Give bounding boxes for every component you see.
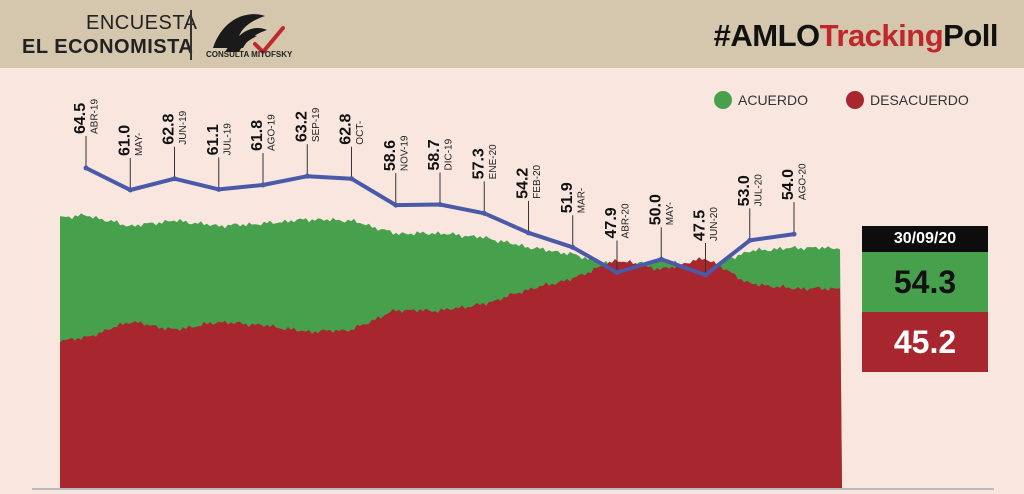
x-tick-label: MAY- (665, 202, 676, 225)
x-tick-label: AGO-20 (798, 163, 809, 200)
summary-box: 30/09/20 54.3 45.2 (862, 226, 988, 372)
value-label: 54.2 (515, 168, 532, 199)
value-label: 62.8 (161, 113, 178, 144)
value-label: 54.0 (780, 169, 797, 200)
data-point (703, 272, 708, 278)
data-point (747, 237, 753, 243)
value-label: 51.9 (559, 182, 576, 213)
value-label: 47.5 (692, 210, 709, 241)
x-tick-label: ENE-20 (488, 144, 499, 179)
legend-disagree: DESACUERDO (846, 90, 969, 110)
hashtag-part3: Poll (943, 18, 998, 53)
x-tick-label: MAY- (134, 133, 145, 156)
value-label: 50.0 (647, 194, 664, 225)
x-tick-label: ABR-20 (621, 203, 632, 238)
x-tick-label: AGO-19 (267, 114, 278, 151)
value-label: 61.0 (116, 125, 133, 156)
x-tick-label: JUL-20 (753, 174, 764, 207)
x-tick-label: JUL-19 (222, 123, 233, 156)
data-point (83, 165, 89, 171)
value-label: 53.0 (736, 175, 753, 206)
data-point (216, 186, 222, 192)
value-label: 61.8 (249, 120, 266, 151)
survey-title-line1: ENCUESTA (86, 12, 198, 34)
value-label: 62.8 (338, 113, 355, 144)
summary-date: 30/09/20 (862, 226, 988, 252)
x-tick-label: ABR-19 (90, 99, 101, 134)
data-point (570, 244, 576, 250)
disagree-area (60, 257, 842, 488)
header-divider (190, 10, 192, 60)
x-tick-label: OCT- (355, 121, 366, 145)
data-point (304, 173, 310, 179)
summary-agree-value: 54.3 (862, 252, 988, 312)
hashtag-part2: Tracking (819, 18, 944, 53)
legend-agree: ACUERDO (714, 90, 808, 110)
value-label: 64.5 (72, 103, 89, 134)
data-point (260, 182, 266, 188)
x-tick-label: JUN-19 (178, 110, 189, 144)
data-point (658, 256, 664, 262)
legend-disagree-label: DESACUERDO (870, 92, 969, 108)
x-tick-label: SEP-19 (311, 107, 322, 142)
hashtag-part1: #AMLO (713, 18, 821, 53)
data-point (393, 202, 399, 208)
value-label: 58.7 (426, 139, 443, 170)
mitofsky-logo-icon (213, 14, 285, 54)
x-tick-label: DIC-19 (444, 138, 455, 170)
value-label: 47.9 (603, 207, 620, 238)
data-point (172, 176, 177, 182)
header-bar: ENCUESTA EL ECONOMISTA CONSULTA MITOFSKY… (0, 0, 1024, 68)
hashtag-title: #AMLOTrackingPoll (713, 18, 999, 54)
data-point (127, 187, 133, 193)
data-point (349, 176, 354, 182)
data-point (437, 202, 443, 208)
x-tick-label: NOV-19 (399, 135, 410, 171)
value-label: 57.3 (470, 148, 487, 179)
summary-disagree-value: 45.2 (862, 312, 988, 372)
legend-agree-swatch (714, 91, 732, 109)
value-label: 61.1 (205, 124, 222, 155)
x-tick-label: FEB-20 (532, 164, 543, 198)
logo-text: CONSULTA MITOFSKY (206, 50, 293, 59)
x-tick-label: MAR- (576, 188, 587, 214)
chart-baseline (32, 488, 994, 490)
data-point (791, 231, 797, 237)
data-point (526, 230, 531, 236)
legend-agree-label: ACUERDO (738, 92, 809, 108)
x-tick-label: JUN-20 (709, 207, 720, 241)
data-point (481, 210, 487, 216)
data-point (614, 269, 620, 275)
survey-title-line2: EL ECONOMISTA (22, 36, 194, 58)
legend-disagree-swatch (846, 91, 864, 109)
value-label: 58.6 (382, 140, 399, 171)
value-label: 63.2 (293, 111, 310, 142)
